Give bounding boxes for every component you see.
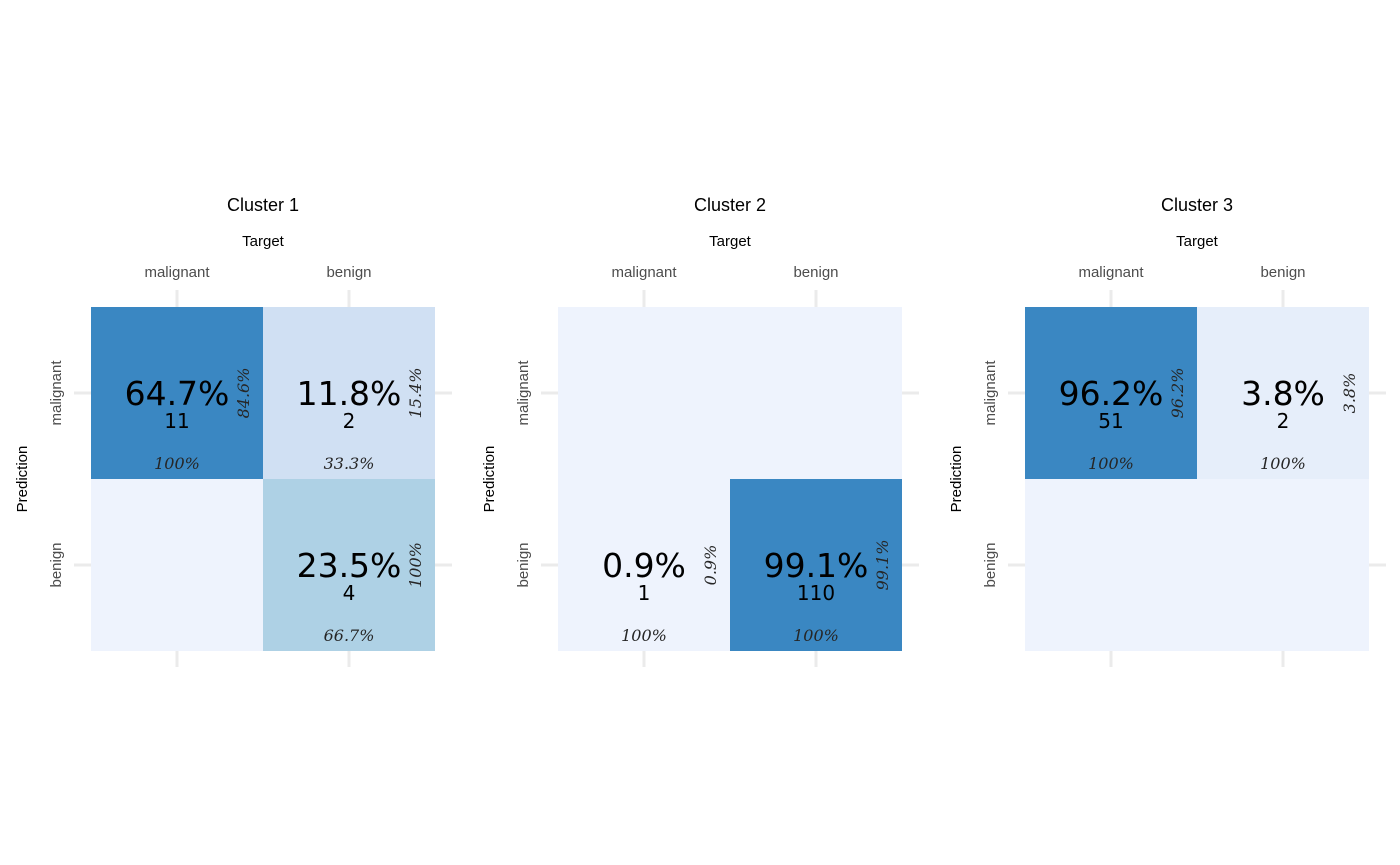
tile-benign-malignant xyxy=(91,479,263,651)
tile-malignant-benign xyxy=(730,307,902,479)
row-percent-label: 100% xyxy=(406,542,425,588)
y-axis-title: Prediction xyxy=(481,446,498,513)
x-axis-title: Target xyxy=(242,233,285,250)
tile-benign-benign xyxy=(263,479,435,651)
row-percent-label: 0.9% xyxy=(701,545,720,586)
x-tick-label: benign xyxy=(326,264,371,281)
column-percent-label: 33.3% xyxy=(324,454,375,473)
tile-benign-malignant xyxy=(558,479,730,651)
count-label: 4 xyxy=(343,581,356,605)
y-tick-label: malignant xyxy=(515,360,532,426)
x-tick-label: malignant xyxy=(611,264,677,281)
tile-benign-benign xyxy=(730,479,902,651)
count-label: 110 xyxy=(797,581,835,605)
row-percent-label: 15.4% xyxy=(406,368,425,419)
column-percent-label: 100% xyxy=(1088,454,1134,473)
tile-malignant-benign xyxy=(1197,307,1369,479)
cluster-panel-2: Cluster 2 Target Prediction malignant benign… xyxy=(481,195,919,667)
column-percent-label: 100% xyxy=(793,626,839,645)
x-tick-label: benign xyxy=(793,264,838,281)
overall-percent-label: 23.5% xyxy=(297,546,402,585)
x-tick-label: malignant xyxy=(144,264,210,281)
panel-title: Cluster 1 xyxy=(227,195,299,215)
x-axis-title: Target xyxy=(709,233,752,250)
tile-benign-malignant xyxy=(1025,479,1197,651)
column-percent-label: 66.7% xyxy=(324,626,375,645)
tile-benign-benign xyxy=(1197,479,1369,651)
x-tick-label: malignant xyxy=(1078,264,1144,281)
x-tick-label: benign xyxy=(1260,264,1305,281)
tile-malignant-malignant xyxy=(1025,307,1197,479)
y-tick-label: benign xyxy=(515,542,532,587)
panel-title: Cluster 3 xyxy=(1161,195,1233,215)
overall-percent-label: 96.2% xyxy=(1059,374,1164,413)
row-percent-label: 99.1% xyxy=(873,540,892,591)
tile-malignant-malignant xyxy=(558,307,730,479)
row-percent-label: 84.6% xyxy=(234,368,253,419)
y-tick-label: malignant xyxy=(982,360,999,426)
y-axis-title: Prediction xyxy=(14,446,31,513)
y-tick-label: benign xyxy=(982,542,999,587)
tile-malignant-malignant xyxy=(91,307,263,479)
y-axis-title: Prediction xyxy=(948,446,965,513)
cluster-panel-1: Cluster 1 Target Prediction malignant benign… xyxy=(14,195,452,667)
x-axis-title: Target xyxy=(1176,233,1219,250)
column-percent-label: 100% xyxy=(621,626,667,645)
y-tick-label: benign xyxy=(48,542,65,587)
count-label: 2 xyxy=(343,409,356,433)
count-label: 11 xyxy=(164,409,189,433)
count-label: 51 xyxy=(1098,409,1123,433)
count-label: 2 xyxy=(1277,409,1290,433)
overall-percent-label: 3.8% xyxy=(1241,374,1325,413)
y-tick-label: malignant xyxy=(48,360,65,426)
row-percent-label: 3.8% xyxy=(1340,373,1359,414)
column-percent-label: 100% xyxy=(154,454,200,473)
overall-percent-label: 0.9% xyxy=(602,546,686,585)
count-label: 1 xyxy=(638,581,651,605)
overall-percent-label: 99.1% xyxy=(764,546,869,585)
row-percent-label: 96.2% xyxy=(1168,368,1187,419)
overall-percent-label: 64.7% xyxy=(125,374,230,413)
overall-percent-label: 11.8% xyxy=(297,374,402,413)
panel-title: Cluster 2 xyxy=(694,195,766,215)
column-percent-label: 100% xyxy=(1260,454,1306,473)
cluster-panel-3: Cluster 3 Target Prediction malignant benign… xyxy=(948,195,1386,667)
tile-malignant-benign xyxy=(263,307,435,479)
